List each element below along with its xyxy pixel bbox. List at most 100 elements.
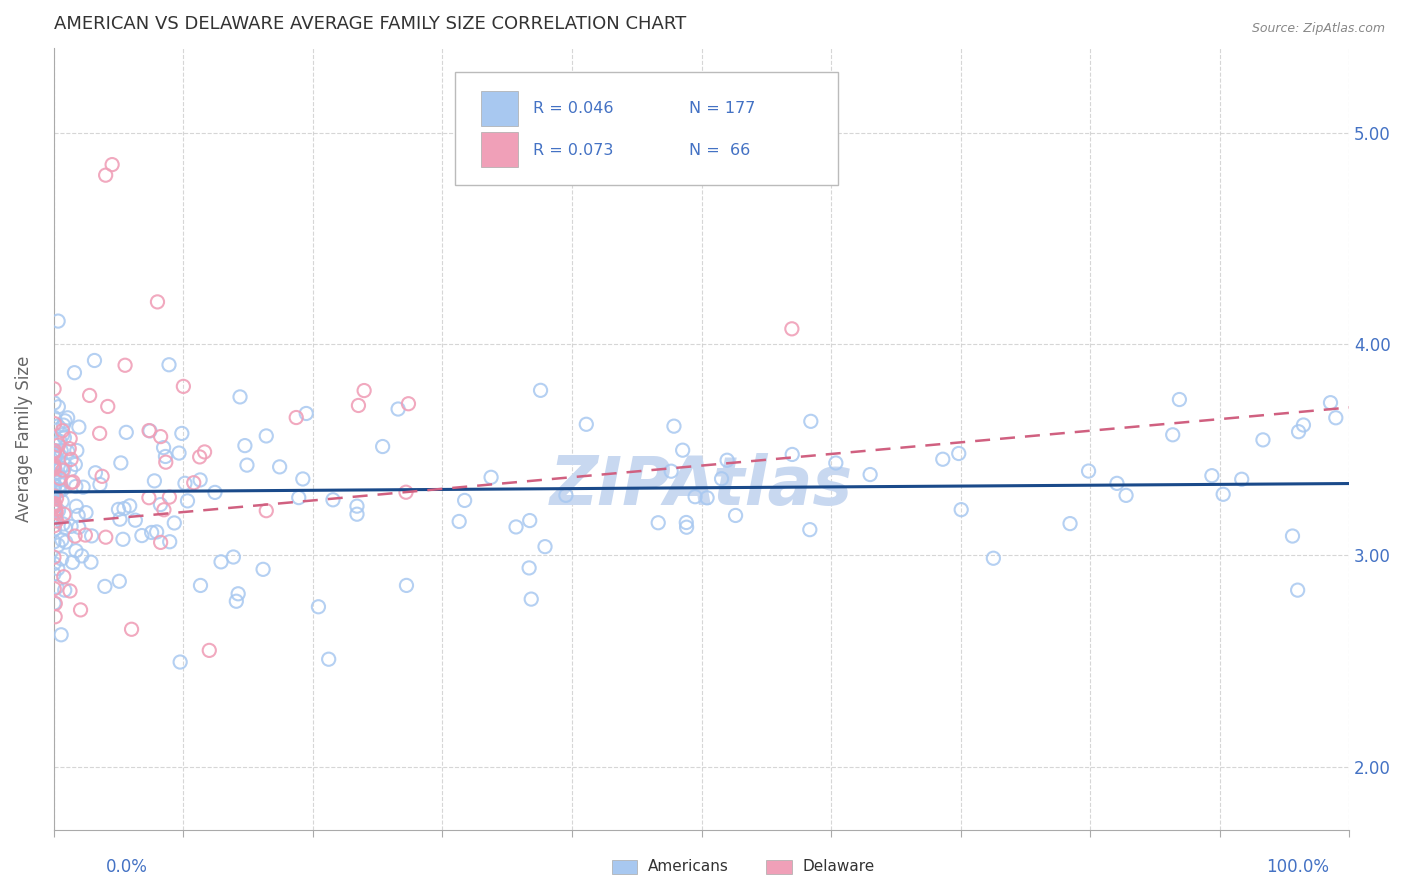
Point: [42, 567, 65, 582]
Point: [42, 499, 65, 513]
Point: [121, 622, 143, 636]
Point: [63, 529, 86, 543]
Point: [176, 494, 198, 508]
Point: [42, 487, 65, 501]
Point: [519, 514, 541, 528]
Point: [110, 456, 132, 470]
Point: [42, 460, 65, 475]
Point: [505, 520, 527, 534]
Point: [42, 504, 65, 518]
Point: [252, 562, 274, 576]
Point: [398, 397, 420, 411]
Point: [49, 434, 72, 449]
Point: [48, 503, 70, 517]
Point: [89, 426, 111, 441]
Point: [139, 424, 162, 438]
Point: [65, 458, 87, 472]
Point: [44, 510, 66, 524]
Point: [174, 476, 197, 491]
Point: [153, 502, 176, 516]
Point: [42, 557, 65, 571]
Point: [70, 549, 93, 563]
Point: [45, 491, 67, 506]
Point: [172, 379, 194, 393]
Point: [169, 655, 191, 669]
Text: N =  66: N = 66: [689, 143, 749, 158]
Point: [51, 494, 73, 508]
Point: [42, 467, 65, 482]
Point: [118, 499, 141, 513]
Point: [155, 450, 177, 464]
Point: [65, 479, 87, 493]
Point: [48, 438, 70, 452]
Point: [724, 508, 747, 523]
Point: [948, 446, 970, 460]
Point: [529, 384, 551, 398]
Point: [52, 516, 75, 531]
Point: [48, 471, 70, 485]
Point: [190, 578, 212, 592]
Point: [42, 482, 65, 496]
Point: [157, 490, 180, 504]
Point: [322, 492, 344, 507]
Point: [94, 579, 117, 593]
Point: [44, 478, 66, 492]
Text: Delaware: Delaware: [803, 859, 875, 873]
Point: [233, 439, 256, 453]
FancyBboxPatch shape: [456, 72, 838, 186]
Point: [209, 555, 232, 569]
Point: [67, 520, 90, 534]
Point: [44, 497, 66, 511]
Point: [575, 417, 598, 432]
Point: [52, 570, 75, 584]
Point: [51, 483, 73, 497]
Point: [1292, 417, 1315, 432]
Point: [155, 455, 177, 469]
Point: [44, 504, 66, 518]
Point: [112, 501, 135, 516]
Point: [51, 424, 73, 438]
Point: [42, 396, 65, 410]
Point: [107, 502, 129, 516]
Point: [51, 443, 73, 458]
Point: [69, 603, 91, 617]
Point: [42, 596, 65, 610]
Point: [145, 524, 167, 539]
Point: [254, 429, 277, 443]
Point: [44, 463, 66, 477]
Point: [111, 533, 134, 547]
Point: [46, 419, 69, 434]
Text: Source: ZipAtlas.com: Source: ZipAtlas.com: [1251, 22, 1385, 36]
Point: [97, 400, 120, 414]
Point: [534, 540, 557, 554]
Point: [159, 534, 181, 549]
Point: [83, 353, 105, 368]
Point: [932, 452, 955, 467]
Point: [395, 485, 418, 500]
Point: [149, 535, 172, 549]
Point: [1288, 425, 1310, 439]
Point: [42, 446, 65, 460]
Point: [193, 445, 215, 459]
Point: [307, 599, 329, 614]
Point: [48, 400, 70, 414]
Point: [55, 535, 77, 549]
Point: [225, 594, 247, 608]
Point: [51, 533, 73, 547]
Point: [53, 458, 76, 472]
Point: [45, 502, 67, 516]
Point: [42, 478, 65, 492]
Point: [46, 562, 69, 576]
Point: [950, 502, 973, 516]
Point: [285, 410, 308, 425]
Point: [188, 473, 211, 487]
Point: [1281, 529, 1303, 543]
Point: [183, 475, 205, 490]
Point: [52, 428, 75, 442]
Point: [859, 467, 882, 482]
Point: [48, 473, 70, 487]
Point: [269, 459, 291, 474]
Point: [101, 158, 124, 172]
Point: [59, 584, 82, 599]
Point: [44, 582, 66, 596]
